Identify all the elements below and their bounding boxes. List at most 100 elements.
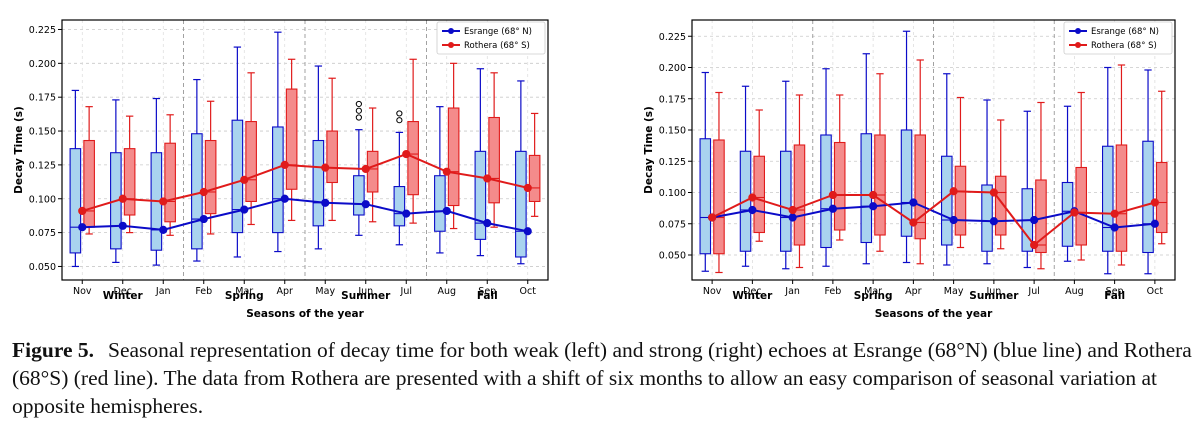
chart-panel-right: 0.050 0.075 0.100 0.125 0.150 0.175 0.200 0.225…: [643, 19, 1176, 320]
series-point: [199, 214, 208, 224]
box: [914, 134, 926, 240]
season-label: Fall: [477, 290, 498, 302]
box: [326, 130, 338, 184]
legend-swatch-marker: [1075, 42, 1081, 48]
series-point: [118, 194, 127, 203]
series-point: [748, 205, 757, 215]
x-tick-label: Jul: [1027, 286, 1039, 297]
series-point: [159, 225, 168, 234]
season-label: Spring: [225, 290, 264, 302]
series-point: [1150, 219, 1159, 228]
series-point: [78, 223, 87, 232]
x-tick-label: Jun: [985, 286, 1001, 297]
series-point: [199, 187, 208, 197]
box: [1142, 140, 1154, 254]
box: [1115, 144, 1128, 252]
median-line-esrange: [78, 194, 532, 236]
series-point: [869, 190, 878, 200]
legend-label: Rothera (68° S): [464, 41, 530, 51]
series-point: [1070, 208, 1079, 217]
plot-frame: [61, 19, 549, 281]
x-tick-label: Oct: [1147, 286, 1164, 297]
series-line: [82, 197, 528, 233]
box: [204, 139, 217, 215]
y-tick-label: 0.200: [29, 59, 56, 70]
series-point: [361, 200, 370, 209]
legend-label: Esrange (68° N): [1091, 27, 1159, 37]
x-tick-label: Feb: [195, 286, 212, 297]
box: [393, 186, 406, 227]
x-axis-label: Seasons of the year: [246, 308, 364, 320]
x-tick-label: Jan: [155, 286, 171, 297]
series-point: [1110, 223, 1119, 232]
box: [488, 116, 500, 204]
series-rothera: [713, 59, 1168, 274]
y-tick-label: 0.125: [29, 160, 56, 171]
series-point: [788, 205, 797, 215]
box: [434, 175, 446, 232]
x-tick-label: Jan: [784, 286, 800, 297]
legend-swatch-marker: [1075, 28, 1081, 34]
box: [820, 134, 832, 249]
x-tick-label: Aug: [1065, 286, 1084, 297]
season-label: Spring: [854, 290, 893, 302]
box: [900, 129, 913, 237]
outlier-point: [355, 100, 362, 108]
box: [272, 126, 284, 234]
y-tick-label: 0.050: [659, 251, 686, 262]
x-tick-label: Nov: [703, 286, 722, 297]
chart-panel-left: 0.050 0.075 0.100 0.125 0.150 0.175 0.200 0.225…: [13, 19, 549, 320]
series-point: [828, 204, 837, 213]
series-point: [402, 209, 411, 218]
series-point: [989, 217, 998, 226]
legend-swatch-marker: [448, 28, 454, 34]
legend-label: Rothera (68° S): [1091, 41, 1157, 51]
y-tick-label: 0.125: [659, 157, 686, 168]
box: [994, 175, 1007, 236]
x-tick-label: May: [944, 286, 964, 297]
series-line: [82, 153, 529, 212]
season-label: Summer: [341, 290, 391, 302]
plot-frame: [691, 19, 1176, 281]
series-point: [402, 149, 411, 159]
series-point: [442, 206, 451, 216]
series-point: [321, 198, 330, 207]
y-tick-label: 0.150: [29, 127, 56, 138]
legend: Esrange (68° N) Rothera (68° S): [1063, 21, 1173, 55]
y-axis-label: Decay Time (s): [13, 106, 25, 194]
series-point: [118, 221, 127, 230]
figure-charts: 0.050 0.075 0.100 0.125 0.150 0.175 0.200 0.225…: [13, 19, 1176, 320]
series-point: [280, 160, 289, 169]
median-line-rothera: [78, 149, 532, 216]
y-tick-label: 0.150: [659, 126, 686, 137]
series-point: [483, 219, 492, 228]
caption-label: Figure 5.: [12, 338, 95, 362]
box: [1102, 145, 1114, 252]
series-point: [1150, 198, 1159, 207]
series-point: [523, 183, 532, 193]
box: [69, 148, 82, 254]
season-label: Winter: [732, 290, 773, 302]
box: [245, 121, 257, 203]
grid: [62, 20, 548, 280]
box: [353, 175, 365, 216]
x-tick-label: Dec: [114, 286, 132, 297]
series-point: [1110, 209, 1119, 218]
y-tick-label: 0.100: [29, 194, 56, 205]
x-tick-label: Apr: [905, 286, 922, 297]
legend-box: [436, 21, 546, 55]
box: [793, 144, 806, 246]
box: [474, 150, 487, 240]
series-point: [748, 193, 757, 202]
outlier-point: [396, 117, 403, 124]
y-tick-label: 0.225: [659, 32, 686, 43]
legend-swatch-marker: [448, 42, 454, 48]
series-point: [788, 213, 797, 222]
box: [874, 134, 886, 236]
box: [285, 88, 298, 190]
x-tick-label: Oct: [520, 286, 537, 297]
series-point: [240, 205, 249, 214]
x-tick-label: Mar: [864, 286, 882, 297]
grid: [692, 20, 1175, 280]
y-tick-label: 0.175: [29, 93, 56, 104]
